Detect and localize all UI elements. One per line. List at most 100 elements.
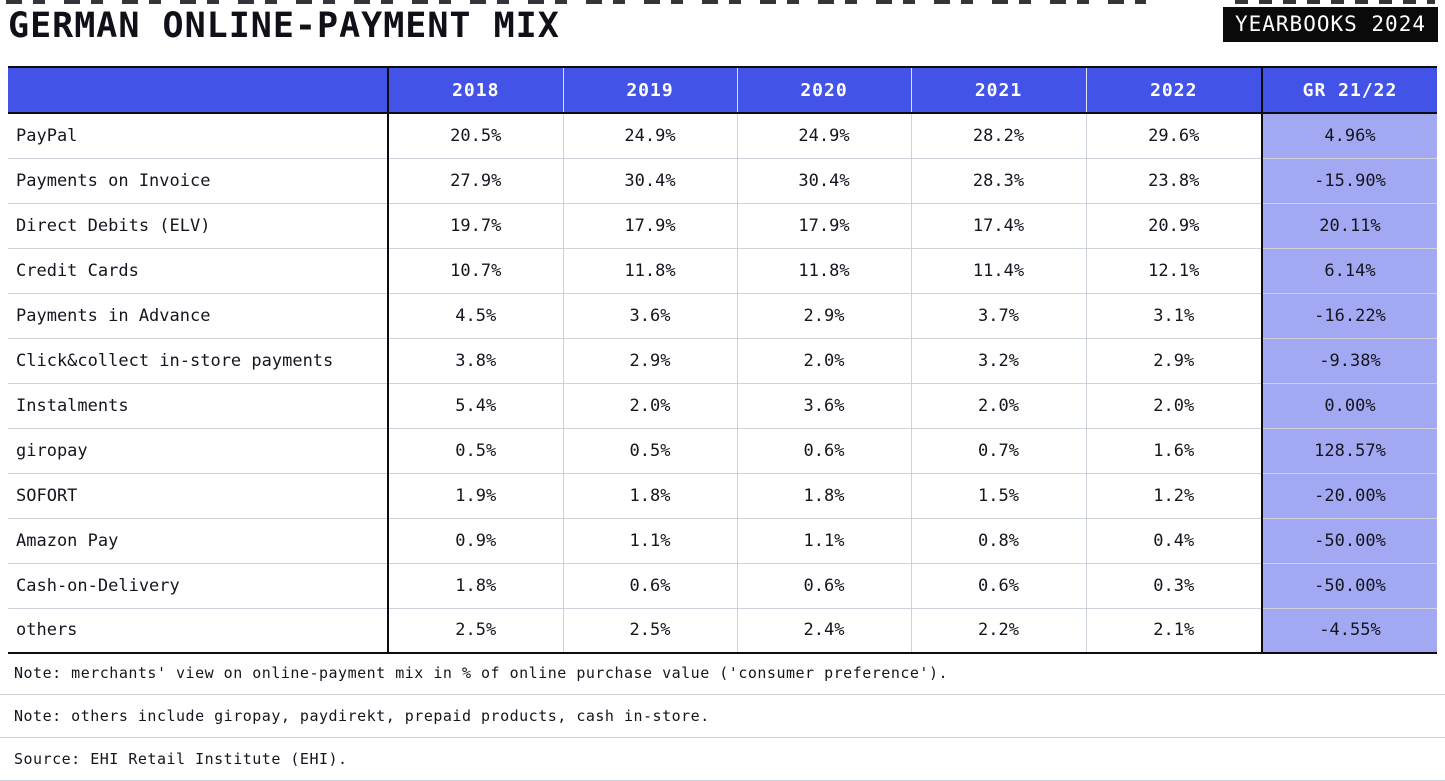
value-cell: 27.9% (387, 158, 563, 204)
value-cell: 5.4% (387, 383, 563, 429)
row-label: Payments in Advance (8, 293, 388, 339)
cropped-text-artifact (6, 0, 1146, 4)
value-cell: 0.7% (910, 428, 1086, 474)
growth-cell: 6.14% (1261, 248, 1437, 294)
value-cell: 17.4% (910, 203, 1086, 249)
value-cell: 0.5% (562, 428, 737, 474)
column-header-2021: 2021 (910, 66, 1086, 114)
growth-cell: -9.38% (1261, 338, 1437, 384)
table-row: SOFORT 1.9% 1.8% 1.8% 1.5% 1.2% -20.00% (8, 473, 1437, 519)
table-row: Click&collect in-store payments 3.8% 2.9% 2… (8, 338, 1437, 384)
value-cell: 17.9% (736, 203, 911, 249)
table-row: Direct Debits (ELV) 19.7% 17.9% 17.9% 17.4% 2… (8, 203, 1437, 249)
row-label: Click&collect in-store payments (8, 338, 388, 384)
value-cell: 3.6% (736, 383, 911, 429)
page-title: GERMAN ONLINE-PAYMENT MIX (8, 6, 560, 46)
source-note: Source: EHI Retail Institute (EHI). (0, 738, 1445, 781)
growth-cell: -50.00% (1261, 563, 1437, 609)
value-cell: 2.0% (562, 383, 737, 429)
table-row: PayPal 20.5% 24.9% 24.9% 28.2% 29.6% 4.96% (8, 113, 1437, 159)
row-label: Direct Debits (ELV) (8, 203, 388, 249)
value-cell: 3.1% (1085, 293, 1262, 339)
growth-cell: -4.55% (1261, 608, 1437, 654)
value-cell: 1.9% (387, 473, 563, 519)
value-cell: 2.0% (736, 338, 911, 384)
row-label: others (8, 608, 388, 654)
table-body: PayPal 20.5% 24.9% 24.9% 28.2% 29.6% 4.96% Paym… (8, 113, 1437, 654)
value-cell: 11.4% (910, 248, 1086, 294)
value-cell: 0.9% (387, 518, 563, 564)
value-cell: 0.6% (736, 563, 911, 609)
column-header-2022: 2022 (1085, 66, 1262, 114)
growth-cell: -15.90% (1261, 158, 1437, 204)
yearbook-badge: YEARBOOKS 2024 (1222, 7, 1438, 42)
value-cell: 2.2% (910, 608, 1086, 654)
column-header-growth: GR 21/22 (1261, 66, 1437, 114)
value-cell: 3.6% (562, 293, 737, 339)
row-label: Amazon Pay (8, 518, 388, 564)
value-cell: 1.6% (1085, 428, 1262, 474)
value-cell: 1.5% (910, 473, 1086, 519)
value-cell: 2.5% (387, 608, 563, 654)
column-header-2018: 2018 (387, 66, 563, 114)
value-cell: 1.1% (562, 518, 737, 564)
column-header-2019: 2019 (562, 66, 737, 114)
value-cell: 1.8% (562, 473, 737, 519)
value-cell: 1.2% (1085, 473, 1262, 519)
table-row: Cash-on-Delivery 1.8% 0.6% 0.6% 0.6% 0.3% -50.… (8, 563, 1437, 609)
value-cell: 20.9% (1085, 203, 1262, 249)
value-cell: 0.5% (387, 428, 563, 474)
growth-cell: -50.00% (1261, 518, 1437, 564)
value-cell: 0.3% (1085, 563, 1262, 609)
row-label: Cash-on-Delivery (8, 563, 388, 609)
note-others-include: Note: others include giropay, paydirekt,… (0, 695, 1445, 738)
table-row: giropay 0.5% 0.5% 0.6% 0.7% 1.6% 128.57% (8, 428, 1437, 474)
notes-section: Note: merchants' view on online-payment … (0, 652, 1445, 781)
value-cell: 1.1% (736, 518, 911, 564)
value-cell: 19.7% (387, 203, 563, 249)
value-cell: 24.9% (562, 113, 737, 159)
column-header-blank (8, 66, 388, 114)
row-label: giropay (8, 428, 388, 474)
row-label: PayPal (8, 113, 388, 159)
value-cell: 29.6% (1085, 113, 1262, 159)
row-label: Instalments (8, 383, 388, 429)
table-row: Credit Cards 10.7% 11.8% 11.8% 11.4% 12.1% 6.1… (8, 248, 1437, 294)
value-cell: 11.8% (562, 248, 737, 294)
table-row: Amazon Pay 0.9% 1.1% 1.1% 0.8% 0.4% -50.00% (8, 518, 1437, 564)
cropped-text-artifact (1235, 0, 1435, 4)
value-cell: 17.9% (562, 203, 737, 249)
value-cell: 0.6% (910, 563, 1086, 609)
value-cell: 3.8% (387, 338, 563, 384)
value-cell: 20.5% (387, 113, 563, 159)
growth-cell: 128.57% (1261, 428, 1437, 474)
row-label: Credit Cards (8, 248, 388, 294)
growth-cell: -20.00% (1261, 473, 1437, 519)
column-header-2020: 2020 (736, 66, 911, 114)
payment-mix-table: 2018 2019 2020 2021 2022 GR 21/22 PayPal… (8, 66, 1437, 654)
value-cell: 1.8% (736, 473, 911, 519)
value-cell: 30.4% (562, 158, 737, 204)
value-cell: 2.0% (910, 383, 1086, 429)
value-cell: 3.7% (910, 293, 1086, 339)
value-cell: 28.3% (910, 158, 1086, 204)
note-merchants-view: Note: merchants' view on online-payment … (0, 652, 1445, 695)
value-cell: 0.6% (736, 428, 911, 474)
value-cell: 2.0% (1085, 383, 1262, 429)
row-label: SOFORT (8, 473, 388, 519)
value-cell: 24.9% (736, 113, 911, 159)
value-cell: 28.2% (910, 113, 1086, 159)
value-cell: 10.7% (387, 248, 563, 294)
value-cell: 2.9% (562, 338, 737, 384)
value-cell: 0.4% (1085, 518, 1262, 564)
value-cell: 2.4% (736, 608, 911, 654)
value-cell: 12.1% (1085, 248, 1262, 294)
value-cell: 0.8% (910, 518, 1086, 564)
value-cell: 30.4% (736, 158, 911, 204)
table-row: Instalments 5.4% 2.0% 3.6% 2.0% 2.0% 0.00% (8, 383, 1437, 429)
value-cell: 2.9% (736, 293, 911, 339)
value-cell: 4.5% (387, 293, 563, 339)
value-cell: 3.2% (910, 338, 1086, 384)
value-cell: 2.1% (1085, 608, 1262, 654)
